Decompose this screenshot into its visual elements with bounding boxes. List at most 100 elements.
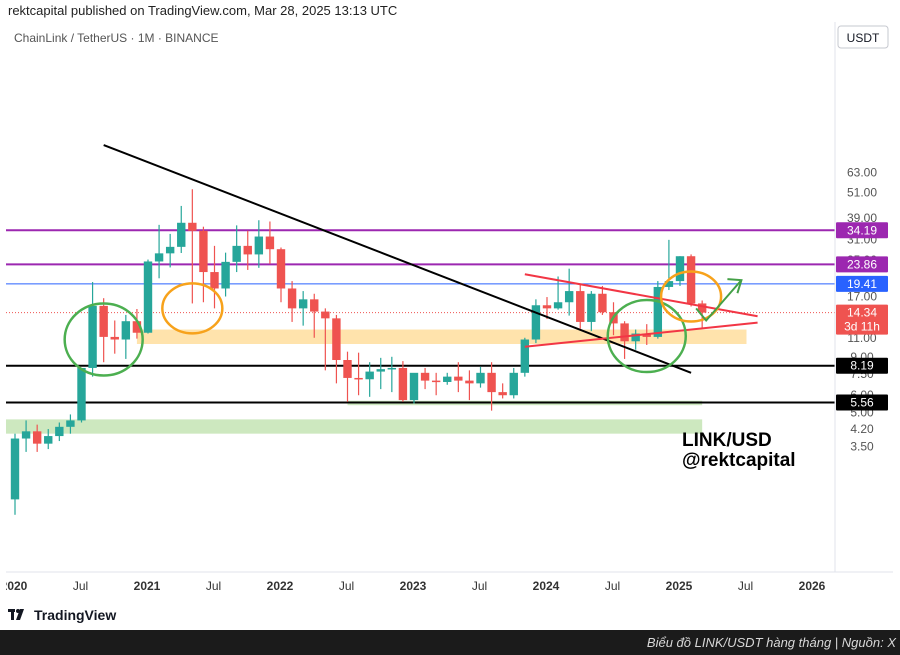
currency-button-label: USDT — [847, 31, 880, 45]
candle — [298, 299, 308, 309]
candle — [21, 431, 31, 439]
price-axis[interactable] — [835, 22, 893, 572]
trendline-red — [524, 273, 758, 318]
candle — [675, 256, 685, 282]
candle — [465, 380, 474, 384]
candle — [10, 438, 20, 500]
candle — [487, 372, 496, 393]
candle — [686, 256, 696, 304]
chart-frame: LINK/USD @rektcapital ChainLink / Tether… — [6, 22, 893, 598]
candle — [598, 293, 607, 313]
candle — [199, 230, 208, 273]
current-price-label: 14.34 — [847, 306, 877, 320]
candle — [243, 245, 252, 255]
candle — [165, 246, 175, 254]
candle — [398, 367, 408, 401]
candle — [498, 392, 507, 396]
candle — [387, 367, 397, 370]
currency-button[interactable] — [837, 25, 889, 49]
y-tick-label: 39.00 — [847, 211, 877, 225]
candle — [88, 305, 97, 368]
candle — [697, 303, 707, 313]
symbol-line: ChainLink / TetherUS · 1M · BINANCE — [14, 31, 219, 45]
y-tick-label: 51.00 — [847, 185, 877, 199]
candle — [110, 336, 119, 340]
candle — [531, 305, 541, 340]
annotation-line-2: @rektcapital — [682, 450, 796, 471]
candle — [332, 318, 341, 361]
candle — [177, 222, 186, 247]
annotation-line-1: LINK/USD — [682, 430, 772, 451]
candle — [265, 236, 275, 250]
price-chart[interactable]: LINK/USD @rektcapital ChainLink / Tether… — [6, 22, 893, 598]
tradingview-logo-text: TradingView — [34, 607, 117, 623]
candle — [420, 372, 430, 381]
projection-arrow — [695, 279, 743, 323]
x-tick-label: 2025 — [666, 579, 693, 593]
candle — [409, 372, 419, 401]
caption: Biểu đồ LINK/USDT hàng tháng | Nguồn: X — [0, 630, 900, 655]
x-tick-label: Jul — [605, 579, 620, 593]
candle — [232, 245, 241, 262]
candle — [154, 253, 164, 262]
tradingview-logo-icon — [8, 609, 24, 620]
candle — [143, 261, 153, 333]
level-label-34.19: 34.19 — [847, 223, 877, 237]
candle — [221, 261, 230, 289]
circle-green-2 — [606, 298, 687, 374]
candle — [343, 360, 352, 378]
x-tick-label: 2020 — [6, 579, 28, 593]
candle — [376, 369, 385, 372]
projection-arrow-head — [727, 278, 743, 294]
candle — [664, 281, 674, 287]
candle — [443, 376, 452, 382]
candle — [576, 291, 585, 322]
level-label-8.19: 8.19 — [850, 359, 874, 373]
candle — [55, 426, 64, 437]
trendline-red — [524, 321, 758, 348]
candle — [431, 380, 441, 383]
candle — [631, 333, 640, 342]
x-tick-label: Jul — [339, 579, 354, 593]
candle — [653, 286, 663, 337]
countdown-label: 3d 11h — [844, 320, 880, 334]
level-label-bg — [836, 275, 888, 292]
candle — [310, 299, 319, 312]
x-tick-label: 2024 — [533, 579, 560, 593]
x-tick-label: Jul — [206, 579, 221, 593]
trendline-black — [103, 144, 692, 374]
circle-green-0 — [63, 302, 144, 377]
candle — [354, 377, 363, 380]
candle — [564, 291, 574, 303]
candle — [210, 272, 219, 289]
candle — [542, 305, 552, 309]
x-tick-label: 2026 — [799, 579, 826, 593]
x-tick-label: 2021 — [134, 579, 161, 593]
candle — [99, 305, 108, 337]
y-tick-label: 17.00 — [847, 290, 877, 304]
circle-orange-1 — [161, 282, 224, 335]
candle — [44, 436, 53, 444]
x-tick-label: 2022 — [267, 579, 294, 593]
candle — [66, 420, 75, 427]
x-tick-label: Jul — [472, 579, 487, 593]
level-label-bg — [836, 357, 888, 374]
publisher-line: rektcapital published on TradingView.com… — [8, 3, 398, 18]
candle — [121, 321, 131, 340]
zone-green-2 — [6, 419, 703, 434]
level-label-bg — [836, 256, 888, 273]
current-price-label-bg — [836, 304, 888, 335]
level-label-5.56: 5.56 — [850, 395, 874, 409]
candle — [520, 339, 530, 373]
candle — [642, 333, 651, 337]
level-label-23.86: 23.86 — [847, 257, 877, 271]
candle — [321, 311, 330, 319]
candle — [276, 249, 286, 289]
level-label-bg — [836, 394, 888, 411]
tradingview-logo[interactable]: TradingView — [8, 604, 116, 626]
candle — [509, 372, 518, 396]
level-label-19.41: 19.41 — [847, 277, 877, 291]
candle — [287, 288, 297, 309]
candle — [77, 367, 86, 421]
candle — [254, 236, 264, 255]
